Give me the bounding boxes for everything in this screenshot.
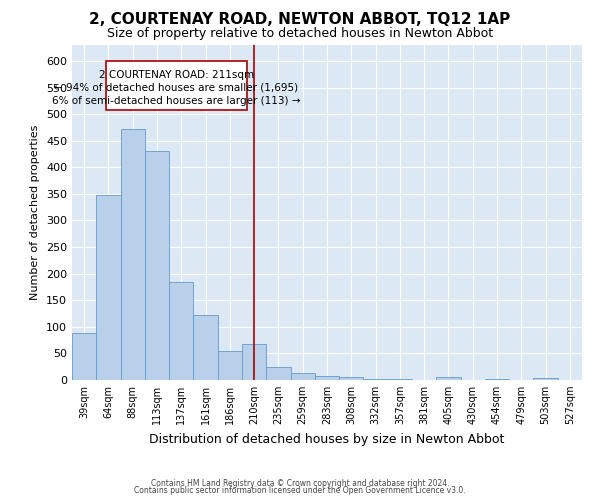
Bar — [388, 379, 412, 380]
Bar — [169, 282, 193, 380]
Bar — [364, 379, 388, 380]
Bar — [72, 333, 96, 380]
Bar — [315, 376, 339, 380]
Bar — [145, 152, 169, 380]
Bar — [290, 373, 315, 380]
X-axis label: Distribution of detached houses by size in Newton Abbot: Distribution of detached houses by size … — [149, 432, 505, 446]
FancyBboxPatch shape — [106, 61, 247, 110]
Text: Contains public sector information licensed under the Open Government Licence v3: Contains public sector information licen… — [134, 486, 466, 495]
Text: Size of property relative to detached houses in Newton Abbot: Size of property relative to detached ho… — [107, 28, 493, 40]
Bar — [485, 379, 509, 380]
Bar — [218, 351, 242, 380]
Text: ← 94% of detached houses are smaller (1,695): ← 94% of detached houses are smaller (1,… — [55, 83, 298, 93]
Bar — [436, 378, 461, 380]
Y-axis label: Number of detached properties: Number of detached properties — [31, 125, 40, 300]
Bar — [533, 378, 558, 380]
Text: 2, COURTENAY ROAD, NEWTON ABBOT, TQ12 1AP: 2, COURTENAY ROAD, NEWTON ABBOT, TQ12 1A… — [89, 12, 511, 28]
Bar — [242, 344, 266, 380]
Bar — [339, 378, 364, 380]
Text: Contains HM Land Registry data © Crown copyright and database right 2024.: Contains HM Land Registry data © Crown c… — [151, 478, 449, 488]
Bar — [266, 366, 290, 380]
Text: 6% of semi-detached houses are larger (113) →: 6% of semi-detached houses are larger (1… — [52, 96, 301, 106]
Text: 2 COURTENAY ROAD: 211sqm: 2 COURTENAY ROAD: 211sqm — [99, 70, 254, 80]
Bar — [96, 195, 121, 380]
Bar — [121, 129, 145, 380]
Bar — [193, 314, 218, 380]
